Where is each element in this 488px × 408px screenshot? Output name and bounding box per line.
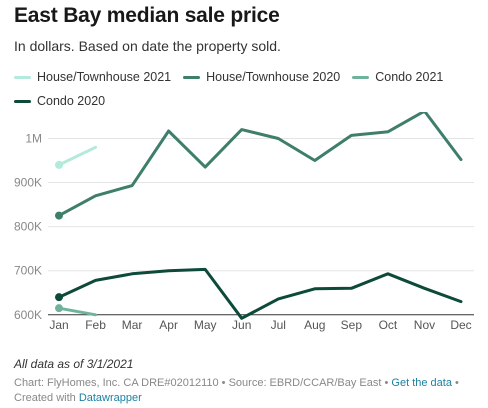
series-line-house-townhouse-2020 [57, 112, 463, 218]
x-tick-label: Dec [450, 318, 471, 332]
x-tick-label: Aug [304, 318, 325, 332]
line-chart: 600K 700K 800K 900K 1M Jan Feb Mar Apr May Jun Jul… [14, 112, 474, 332]
source-text: Source: EBRD/CCAR/Bay East [228, 377, 382, 389]
separator: • [218, 377, 229, 389]
legend: House/Townhouse 2021 House/Townhouse 202… [14, 65, 474, 113]
series-line-condo-2021 [57, 306, 97, 317]
legend-item-condo-2020: Condo 2020 [14, 94, 105, 108]
x-tick-label: Feb [85, 318, 106, 332]
legend-row: House/Townhouse 2021 House/Townhouse 202… [14, 65, 474, 89]
x-tick-label: Jan [49, 318, 68, 332]
y-tick-label: 1M [25, 131, 42, 145]
x-tick-label: Jul [271, 318, 286, 332]
x-tick-label: Oct [379, 318, 398, 332]
get-the-data-link[interactable]: Get the data [391, 377, 452, 389]
created-with-text: Created with [14, 392, 79, 404]
series-start-point [55, 211, 63, 220]
y-axis-labels: 600K 700K 800K 900K 1M [14, 131, 42, 321]
chart-title: East Bay median sale price [14, 4, 280, 27]
legend-item-house-2021: House/Townhouse 2021 [14, 70, 171, 84]
legend-label: House/Townhouse 2021 [37, 70, 172, 84]
separator: • [381, 377, 392, 389]
x-tick-label: Apr [159, 318, 178, 332]
x-tick-label: Nov [414, 318, 435, 332]
series-lines [55, 112, 463, 320]
footer-line-2: Created with Datawrapper [14, 391, 459, 406]
footer: Chart: FlyHomes, Inc. CA DRE#02012110 • … [14, 376, 459, 406]
datawrapper-link[interactable]: Datawrapper [78, 392, 142, 404]
series-start-point [55, 160, 63, 169]
legend-swatch [183, 75, 201, 79]
series-start-point [55, 293, 63, 302]
x-tick-label: May [194, 318, 217, 332]
legend-swatch [352, 75, 370, 79]
y-tick-label: 900K [14, 176, 42, 190]
legend-label: Condo 2020 [37, 94, 106, 108]
x-tick-label: Jun [232, 318, 251, 332]
chart-subtitle: In dollars. Based on date the property s… [14, 38, 281, 54]
data-date-note: All data as of 3/1/2021 [14, 357, 134, 371]
y-tick-label: 700K [14, 264, 42, 278]
legend-label: Condo 2021 [375, 70, 444, 84]
legend-item-condo-2021: Condo 2021 [352, 70, 443, 84]
y-tick-label: 600K [14, 308, 42, 322]
gridlines [48, 137, 474, 316]
series-line-house-townhouse-2021 [57, 145, 97, 167]
x-axis-labels: Jan Feb Mar Apr May Jun Jul Aug Sep Oct Nov Dec [49, 318, 471, 332]
legend-label: House/Townhouse 2020 [206, 70, 341, 84]
y-tick-label: 800K [14, 220, 42, 234]
separator: • [451, 377, 459, 389]
chart-credit: Chart: FlyHomes, Inc. CA DRE#02012110 [14, 377, 219, 389]
legend-swatch [14, 75, 31, 79]
footer-line-1: Chart: FlyHomes, Inc. CA DRE#02012110 • … [14, 376, 459, 391]
legend-item-house-2020: House/Townhouse 2020 [183, 70, 340, 84]
x-tick-label: Sep [341, 318, 363, 332]
legend-row: Condo 2020 [14, 89, 474, 113]
x-tick-label: Mar [122, 318, 143, 332]
legend-swatch [14, 99, 31, 103]
series-line-condo-2020 [57, 267, 463, 320]
series-start-point [55, 304, 63, 313]
